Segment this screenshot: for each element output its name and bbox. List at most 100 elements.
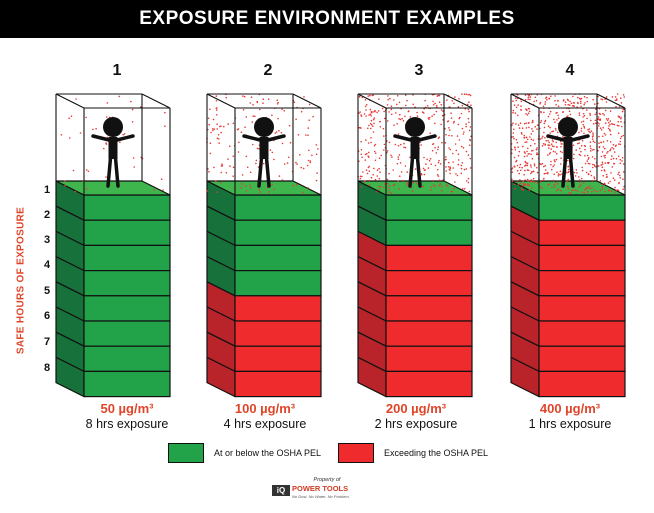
dust-particle xyxy=(374,152,377,154)
dust-particle xyxy=(540,120,543,122)
dust-particle xyxy=(567,185,569,188)
dust-particle xyxy=(206,190,209,192)
scenario-number: 3 xyxy=(414,62,424,79)
hour-label: 6 xyxy=(43,310,51,322)
legend-safe-label: At or below the OSHA PEL xyxy=(214,448,322,458)
dust-particle xyxy=(153,189,155,191)
dust-particle xyxy=(596,190,598,193)
dust-particle xyxy=(599,180,602,182)
dust-particle xyxy=(599,119,602,121)
dust-particle xyxy=(606,140,609,142)
dust-particle xyxy=(524,141,526,143)
dust-particle xyxy=(460,112,463,115)
dust-particle xyxy=(467,117,470,120)
dust-particle xyxy=(588,157,590,159)
dust-particle xyxy=(457,153,460,155)
dust-particle xyxy=(543,131,545,134)
dust-particle xyxy=(580,121,583,123)
dust-particle xyxy=(575,169,578,171)
dust-particle xyxy=(598,135,600,138)
dust-particle xyxy=(245,116,248,118)
dust-particle xyxy=(513,183,516,186)
dust-particle xyxy=(360,149,363,151)
dust-particle xyxy=(532,121,534,123)
dust-particle xyxy=(297,134,300,136)
dust-particle xyxy=(550,148,552,150)
dust-particle xyxy=(589,145,592,147)
dust-particle xyxy=(387,95,389,97)
dust-particle xyxy=(531,119,534,122)
dust-particle xyxy=(513,128,515,131)
dust-particle xyxy=(580,177,583,180)
legend-exceed-swatch xyxy=(338,443,374,463)
dust-particle xyxy=(609,123,611,126)
dust-particle xyxy=(584,155,586,157)
dust-particle xyxy=(556,146,558,148)
dust-particle xyxy=(374,178,377,181)
dust-particle xyxy=(364,105,367,108)
dust-particle xyxy=(571,189,573,192)
dust-particle xyxy=(462,133,465,135)
dust-particle xyxy=(515,160,517,163)
dust-particle xyxy=(526,138,529,141)
dust-particle xyxy=(594,157,596,160)
dust-particle xyxy=(438,136,441,138)
dust-particle xyxy=(601,166,604,168)
dust-particle xyxy=(390,154,392,157)
dust-particle xyxy=(585,187,587,190)
dust-particle xyxy=(526,178,529,181)
enclosure-edge xyxy=(357,93,387,109)
dust-particle xyxy=(535,148,538,151)
dust-particle xyxy=(555,129,557,131)
dust-particle xyxy=(308,149,310,152)
dust-particle xyxy=(602,146,605,148)
dust-particle xyxy=(542,179,544,182)
dust-particle xyxy=(119,141,121,143)
dust-particle xyxy=(460,164,463,167)
dust-particle xyxy=(589,131,591,134)
dust-particle xyxy=(219,182,222,184)
dust-particle xyxy=(523,122,526,125)
dust-particle xyxy=(519,163,522,166)
dust-particle xyxy=(529,96,532,98)
dust-particle xyxy=(545,139,548,142)
dust-particle xyxy=(229,165,231,167)
dust-particle xyxy=(470,104,472,107)
dust-particle xyxy=(359,126,362,129)
dust-particle xyxy=(622,171,625,173)
dust-particle xyxy=(530,153,532,155)
dust-particle xyxy=(216,191,218,193)
dust-particle xyxy=(604,122,607,124)
dust-particle xyxy=(598,142,600,144)
person-leg-icon xyxy=(561,156,568,188)
dust-particle xyxy=(593,177,596,180)
dust-particle xyxy=(372,174,375,176)
dust-particle xyxy=(209,142,212,144)
dust-particle xyxy=(429,189,432,191)
dust-particle xyxy=(523,173,525,176)
dust-particle xyxy=(375,191,378,193)
dust-particle xyxy=(237,151,240,153)
dust-particle xyxy=(378,188,381,191)
dust-particle xyxy=(452,122,455,124)
dust-particle xyxy=(541,162,544,165)
dust-particle xyxy=(525,141,528,143)
dust-particle xyxy=(566,180,568,183)
dust-particle xyxy=(424,169,427,171)
dust-particle xyxy=(376,175,379,177)
dust-particle xyxy=(225,172,228,174)
dust-particle xyxy=(605,101,608,103)
scenario-caption: 50 µg/m³ 8 hrs exposure xyxy=(62,401,192,431)
dust-particle xyxy=(615,105,617,108)
dust-particle xyxy=(619,137,622,140)
dust-particle xyxy=(608,161,610,164)
dust-particle xyxy=(580,102,582,104)
dust-particle xyxy=(312,115,314,118)
dust-particle xyxy=(255,162,257,165)
dust-particle xyxy=(597,95,599,98)
dust-particle xyxy=(403,142,405,145)
dust-particle xyxy=(583,192,586,194)
dust-particle xyxy=(541,187,543,189)
dust-particle xyxy=(589,114,592,116)
dust-particle xyxy=(456,135,459,137)
